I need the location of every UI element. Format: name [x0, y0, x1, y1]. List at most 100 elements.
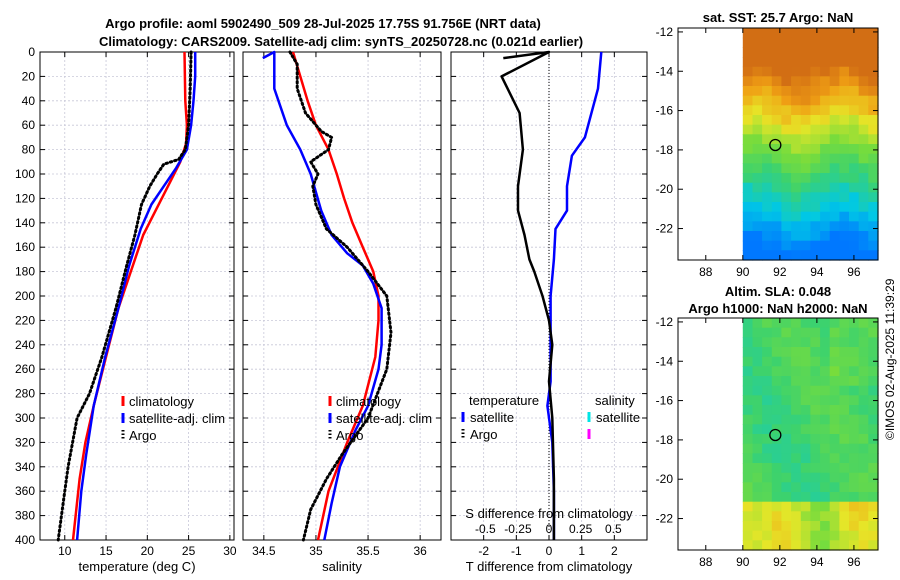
- heatmap-cell: [742, 327, 754, 338]
- heatmap-cell: [800, 347, 812, 358]
- heatmap-cell: [762, 182, 773, 193]
- figure-title-line1: Argo profile: aoml 5902490_509 28-Jul-20…: [105, 16, 541, 31]
- heatmap-cell: [791, 115, 802, 126]
- heatmap-cell: [742, 356, 754, 367]
- heatmap-cell: [858, 540, 869, 551]
- y-tick-label: 100: [15, 167, 35, 181]
- heatmap-cell: [781, 414, 792, 425]
- heatmap-cell: [781, 76, 792, 87]
- x-tick-label: -1: [511, 544, 522, 558]
- heatmap-cell: [858, 231, 869, 242]
- heatmap-cell: [752, 124, 763, 135]
- y-tick-label: -20: [656, 182, 674, 196]
- heatmap-cell: [800, 124, 812, 135]
- heatmap-cell: [858, 366, 869, 377]
- heatmap-cell: [820, 182, 831, 193]
- heatmap-cell: [742, 37, 754, 48]
- heatmap-cell: [820, 37, 831, 48]
- heatmap-cell: [829, 434, 840, 445]
- heatmap-cell: [839, 134, 850, 145]
- heatmap-cell: [752, 511, 763, 522]
- heatmap-cell: [858, 356, 869, 367]
- heatmap-cell: [752, 347, 763, 358]
- heatmap-cell: [752, 76, 763, 87]
- heatmap-cell: [752, 86, 763, 97]
- heatmap-cell: [868, 511, 879, 522]
- heatmap-cell: [820, 211, 831, 222]
- heatmap-cell: [742, 211, 754, 222]
- heatmap-cell: [781, 211, 792, 222]
- x-axis-label: salinity: [322, 559, 362, 574]
- heatmap-cell: [858, 47, 869, 58]
- heatmap-cell: [858, 395, 869, 406]
- heatmap-cell: [752, 211, 763, 222]
- top-axis-label: S difference from climatology: [465, 506, 633, 521]
- heatmap-cell: [771, 86, 783, 97]
- heatmap-cell: [791, 521, 802, 532]
- heatmap-cell: [810, 405, 821, 416]
- heatmap-cell: [791, 76, 802, 87]
- heatmap-cell: [762, 221, 773, 232]
- heatmap-cell: [771, 540, 783, 551]
- heatmap-cell: [849, 115, 860, 126]
- y-tick-label: 400: [15, 533, 35, 547]
- heatmap-cell: [820, 501, 831, 512]
- heatmap-cell: [762, 211, 773, 222]
- x-tick-label: 94: [810, 555, 824, 569]
- heatmap-cell: [858, 192, 869, 203]
- sla-map-panel: 88 90 92 94 96 -12 -14 -16 -18 -20 -22: [656, 315, 879, 569]
- heatmap-cell: [771, 376, 783, 387]
- heatmap-cell: [829, 327, 840, 338]
- heatmap-cell: [810, 124, 821, 135]
- heatmap-cell: [771, 443, 783, 454]
- heatmap-cell: [800, 530, 812, 541]
- heatmap-cell: [762, 231, 773, 242]
- heatmap-cell: [849, 163, 860, 174]
- heatmap-cell: [829, 385, 840, 396]
- timestamp-label: ©IMOS 02-Aug-2025 11:39:29: [883, 278, 897, 440]
- heatmap-cell: [858, 221, 869, 232]
- heatmap-cell: [762, 37, 773, 48]
- heatmap-cell: [849, 86, 860, 97]
- heatmap-cell: [820, 105, 831, 116]
- heatmap-cell: [858, 511, 869, 522]
- sst-map-title: sat. SST: 25.7 Argo: NaN: [703, 10, 854, 25]
- x-tick-label: 30: [223, 544, 237, 558]
- heatmap-cell: [829, 521, 840, 532]
- heatmap-cell: [781, 318, 792, 329]
- heatmap-cell: [762, 318, 773, 329]
- series-line-argo: [288, 50, 393, 542]
- heatmap-cell: [791, 240, 802, 251]
- heatmap-cell: [742, 124, 754, 135]
- heatmap-cell: [839, 153, 850, 164]
- heatmap-cell: [820, 453, 831, 464]
- heatmap-cell: [858, 134, 869, 145]
- x-tick-label: 20: [141, 544, 155, 558]
- heatmap-cell: [771, 492, 783, 503]
- heatmap-cell: [849, 414, 860, 425]
- y-tick-label: 240: [15, 338, 35, 352]
- heatmap-cell: [868, 501, 879, 512]
- heatmap-cell: [742, 231, 754, 242]
- heatmap-cell: [820, 318, 831, 329]
- heatmap-cell: [849, 463, 860, 474]
- y-tick-label: 140: [15, 216, 35, 230]
- heatmap-cell: [829, 376, 840, 387]
- heatmap-cell: [742, 405, 754, 416]
- heatmap-cell: [829, 182, 840, 193]
- heatmap-cell: [829, 173, 840, 184]
- heatmap-cell: [742, 105, 754, 116]
- heatmap-cell: [771, 221, 783, 232]
- heatmap-cell: [781, 376, 792, 387]
- heatmap-cell: [858, 105, 869, 116]
- heatmap-cell: [762, 472, 773, 483]
- heatmap-cell: [752, 530, 763, 541]
- heatmap-cell: [820, 57, 831, 68]
- heatmap-cell: [762, 540, 773, 551]
- heatmap-cell: [762, 153, 773, 164]
- heatmap-cell: [791, 453, 802, 464]
- heatmap-cell: [762, 134, 773, 145]
- heatmap-cell: [771, 405, 783, 416]
- heatmap-cell: [742, 192, 754, 203]
- heatmap-cell: [810, 443, 821, 454]
